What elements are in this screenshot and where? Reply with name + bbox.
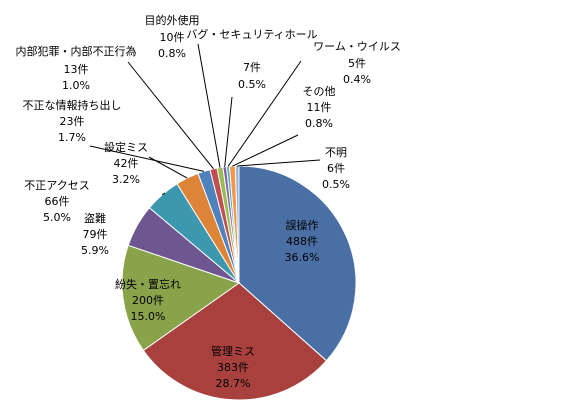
slice-label-count: 23件	[60, 115, 85, 128]
slice-label-count: 11件	[307, 101, 332, 114]
slice-label-10: ワーム・ウイルス 5件 0.4%	[313, 40, 401, 86]
slice-label-name: 不正な情報持ち出し	[23, 98, 122, 112]
slice-label-name: バグ・セキュリティホール	[186, 27, 317, 41]
slice-label-8: 目的外使用 10件 0.8%	[145, 13, 200, 60]
leader-line-9	[224, 96, 233, 167]
slice-label-name: ワーム・ウイルス	[313, 40, 401, 53]
slice-label-percent: 5.9%	[81, 244, 109, 257]
slice-label-count: 10件	[160, 31, 185, 44]
pie-slice-1	[142, 282, 328, 401]
slice-label-count: 66件	[45, 195, 70, 208]
slice-label-count: 13件	[64, 63, 89, 76]
pie-slice-0	[238, 165, 357, 362]
slice-label-percent: 15.0%	[131, 310, 166, 323]
slice-label-count: 5件	[348, 57, 366, 70]
slice-label-3: 盗難 79件 5.9%	[81, 212, 109, 257]
slice-label-name: 紛失・置忘れ	[115, 277, 181, 291]
leader-line-8	[197, 43, 221, 168]
slice-label-name: 不正アクセス	[24, 179, 89, 192]
leader-lines	[89, 43, 321, 196]
slice-label-percent: 0.5%	[322, 178, 350, 191]
slice-label-count: 383件	[217, 361, 249, 374]
pie-slices	[121, 165, 357, 401]
slice-label-5: 設定ミス 42件 3.2%	[104, 140, 148, 186]
slice-label-count: 200件	[132, 294, 164, 307]
leader-line-4	[161, 192, 166, 196]
slice-label-name: 目的外使用	[145, 13, 200, 27]
slice-label-name: 不明	[325, 146, 347, 159]
leader-line-6	[89, 145, 205, 172]
slice-label-count: 7件	[243, 61, 261, 74]
slice-label-percent: 0.5%	[238, 78, 266, 91]
slice-label-name: 盗難	[84, 212, 106, 225]
slice-label-6: 不正な情報持ち出し 23件 1.7%	[23, 98, 122, 144]
slice-label-percent: 0.8%	[158, 47, 186, 60]
slice-label-7: 内部犯罪・内部不正行為 13件 1.0%	[16, 44, 137, 92]
slice-label-4: 不正アクセス 66件 5.0%	[24, 179, 89, 224]
slice-label-name: 設定ミス	[104, 140, 148, 154]
slice-label-percent: 1.0%	[62, 79, 90, 92]
slice-label-count: 42件	[114, 157, 139, 170]
pie-slice-2	[121, 244, 241, 352]
leader-line-11	[232, 134, 299, 167]
slice-label-percent: 1.7%	[58, 131, 86, 144]
slice-label-name: その他	[303, 85, 336, 98]
slice-label-percent: 28.7%	[216, 377, 251, 390]
slice-label-percent: 0.4%	[343, 73, 371, 86]
slice-label-name: 誤操作	[286, 218, 319, 232]
slice-label-count: 6件	[327, 162, 345, 175]
slice-label-1: 管理ミス 383件 28.7%	[211, 344, 255, 390]
slice-label-count: 79件	[83, 228, 108, 241]
slice-label-name: 管理ミス	[211, 344, 255, 358]
slice-label-name: 内部犯罪・内部不正行為	[16, 44, 137, 58]
slice-label-2: 紛失・置忘れ 200件 15.0%	[115, 277, 181, 323]
slice-label-0: 誤操作 488件 36.6%	[285, 218, 320, 264]
slice-label-11: その他 11件 0.8%	[303, 85, 336, 130]
slice-label-9: バグ・セキュリティホール 7件 0.5%	[186, 27, 317, 91]
slice-label-percent: 36.6%	[285, 251, 320, 264]
slice-label-percent: 5.0%	[43, 211, 71, 224]
slice-label-12: 不明 6件 0.5%	[322, 146, 350, 191]
slice-label-percent: 0.8%	[305, 117, 333, 130]
leader-line-7	[127, 61, 214, 170]
slice-label-percent: 3.2%	[112, 173, 140, 186]
leader-line-12	[237, 159, 321, 167]
leader-line-10	[227, 60, 302, 167]
slice-label-count: 488件	[286, 235, 318, 248]
